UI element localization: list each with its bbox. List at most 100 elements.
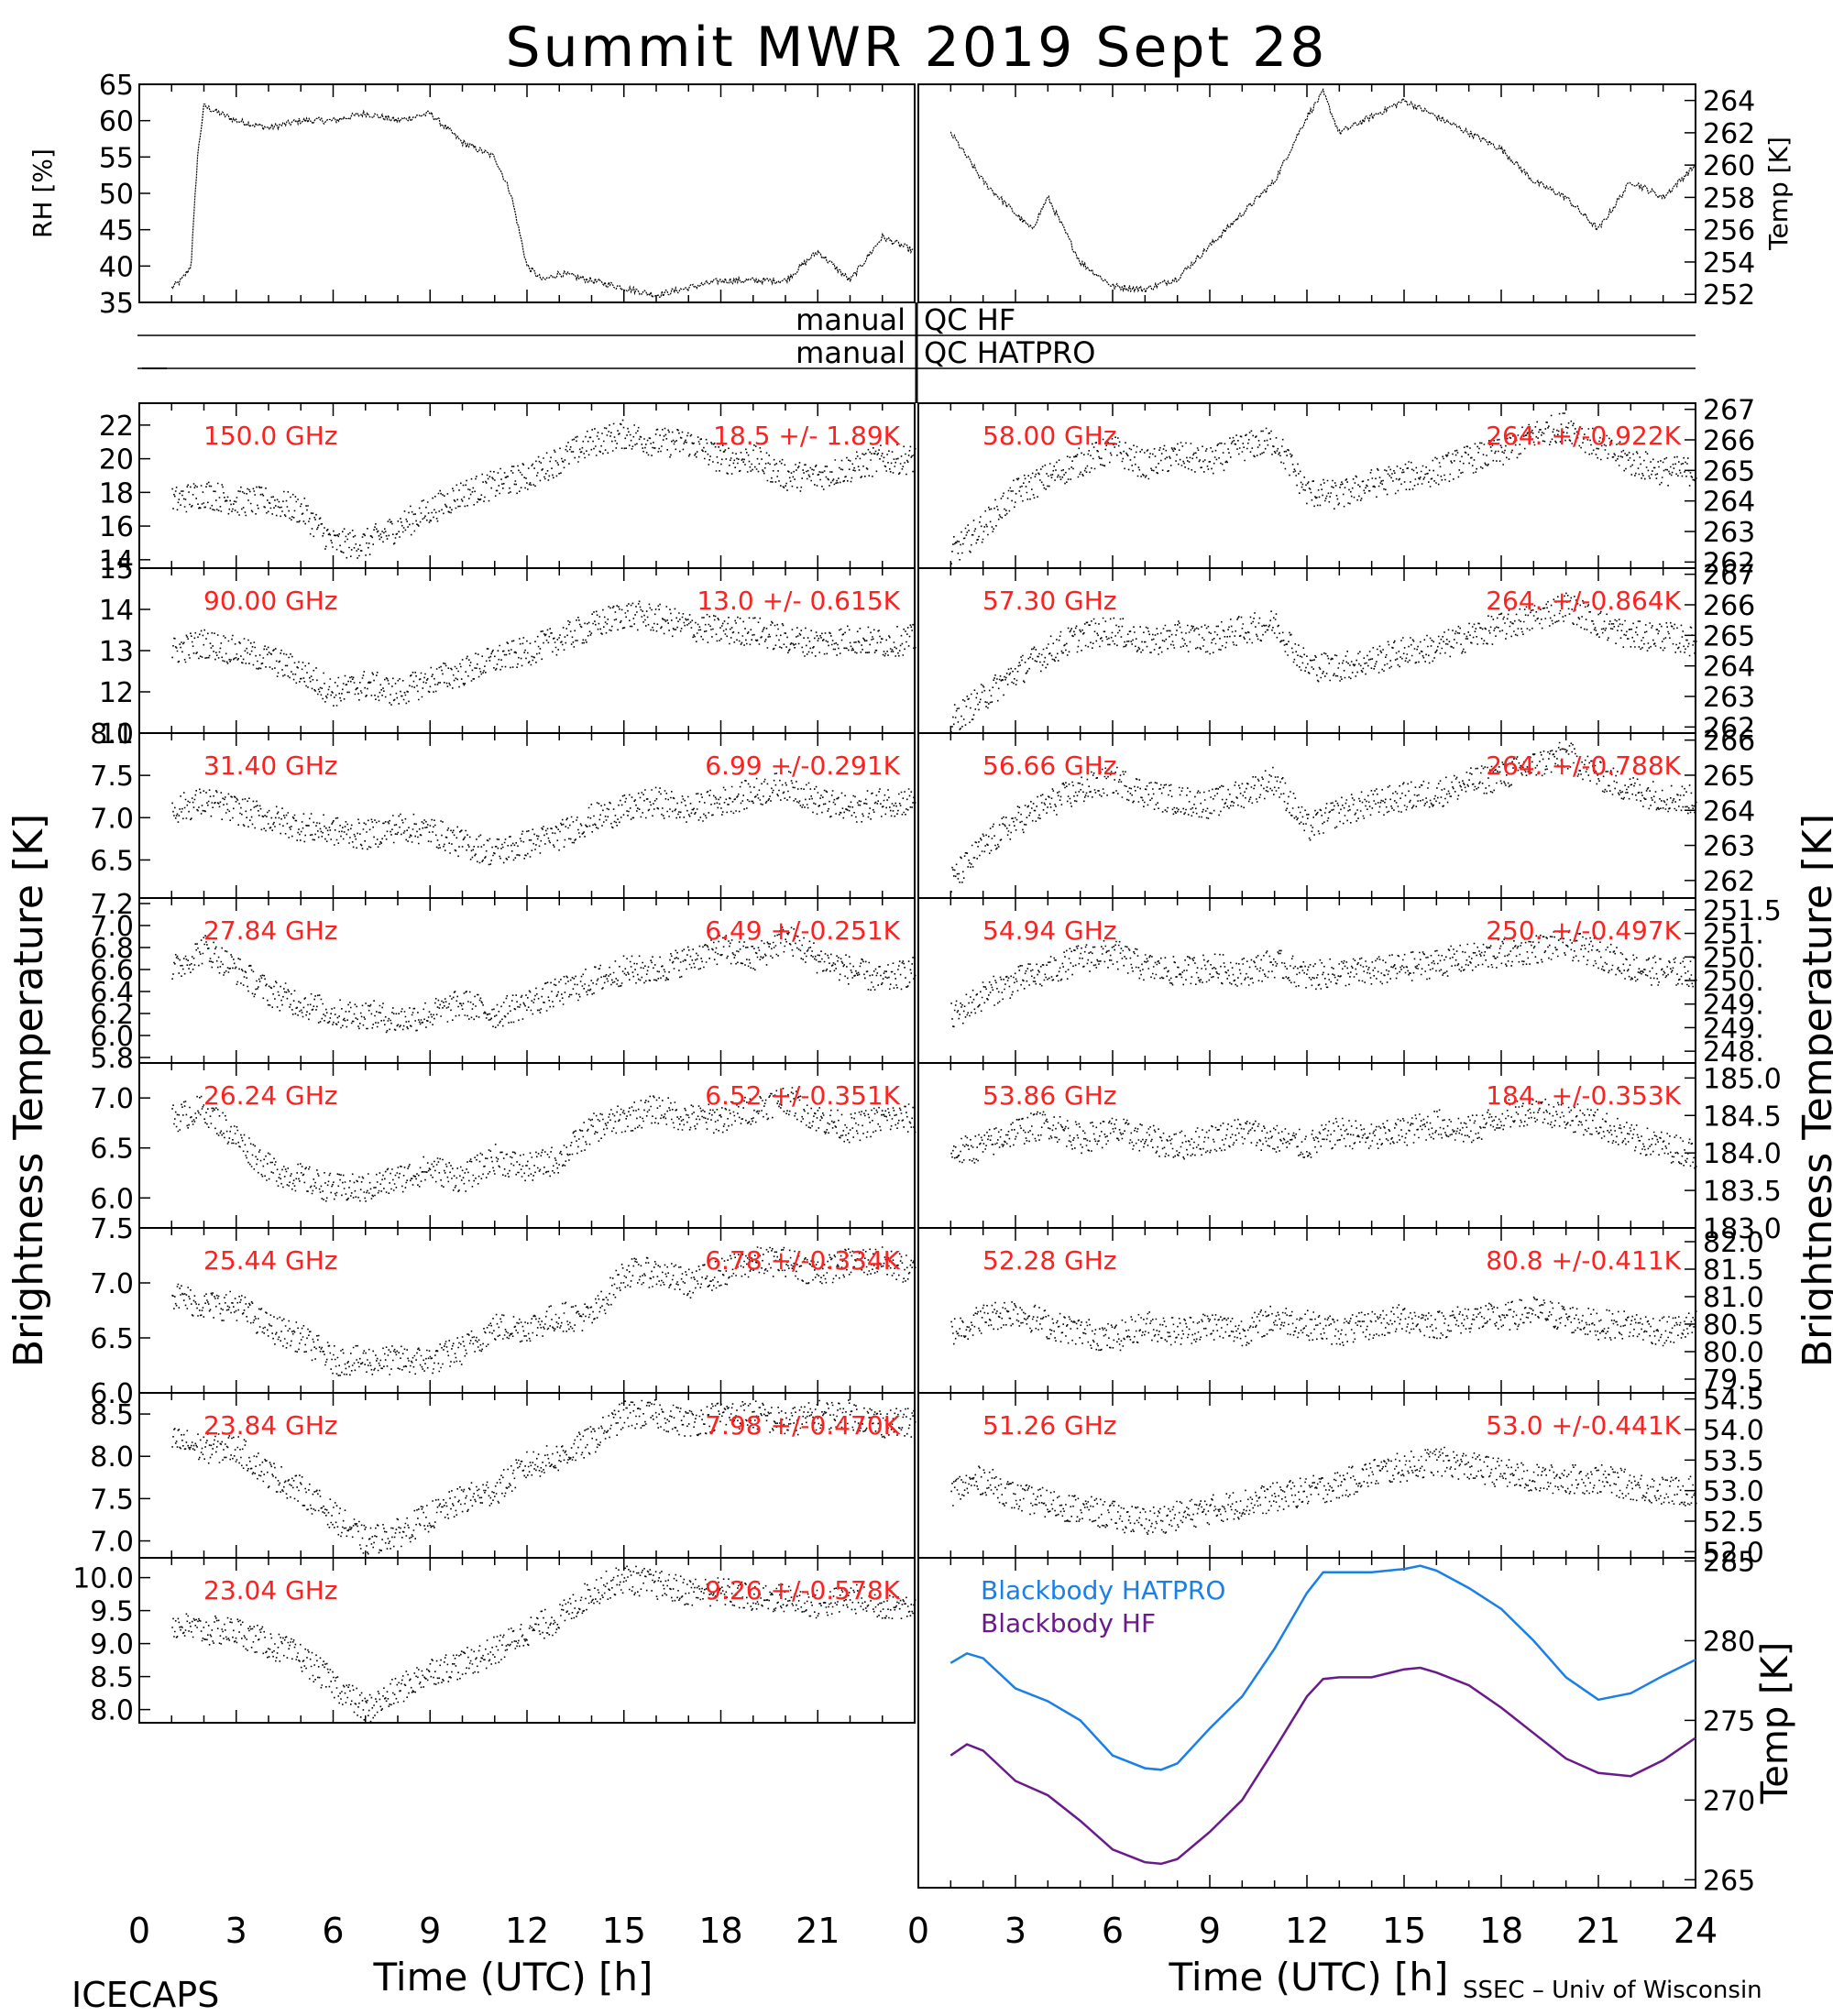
channel-stat: 184. +/-0.353K — [1486, 1080, 1681, 1111]
y-tick-label: 52.0 — [1703, 1537, 1764, 1569]
y-tick-label: 16 — [99, 511, 134, 543]
x-axis-label-left: Time (UTC) [h] — [373, 1955, 653, 2000]
y-tick-label: 14 — [99, 595, 134, 627]
y-tick-label: 256 — [1703, 215, 1755, 247]
y-tick-label: 183.0 — [1703, 1213, 1782, 1245]
channel-stat: 13.0 +/- 0.615K — [697, 586, 900, 616]
y-tick-label: 262 — [1703, 547, 1755, 579]
y-tick-label: 55 — [99, 142, 134, 174]
x-tick-label: 18 — [1479, 1911, 1523, 1951]
channel-label: 51.26 GHz — [982, 1410, 1117, 1441]
panel-ch54_94: 248.249.249.250.250.251.251.554.94 GHz 25… — [917, 895, 1782, 1068]
x-tick-label: 0 — [128, 1911, 150, 1951]
panel-frame — [917, 1557, 1696, 1889]
x-tick-label: 18 — [698, 1911, 742, 1951]
y-tick-label: 6.4 — [90, 977, 134, 1009]
series-ch90 — [171, 600, 916, 707]
channel-stat: 80.8 +/-0.411K — [1486, 1245, 1681, 1276]
y-tick-label: 9.5 — [90, 1596, 134, 1628]
channel-stat: 264. +/-0.922K — [1486, 421, 1681, 451]
y-tick-label: 185.0 — [1703, 1063, 1782, 1095]
x-tick-label: 6 — [322, 1911, 344, 1951]
y-tick-label: 5.8 — [90, 1043, 134, 1075]
panel-ch52_28: 79.580.080.581.081.582.0 52.28 GHz 80.8 +/… — [917, 1227, 1764, 1397]
x-tick-label: 6 — [1102, 1911, 1124, 1951]
y-tick-label: 6.0 — [90, 1021, 134, 1053]
panel-ch53_86: 183.0 183.5 184.0 184.5 185.0 53.86 GHz 184. +… — [917, 1062, 1782, 1245]
y-tick-label: 12 — [99, 677, 134, 709]
series-ch51_26 — [950, 1446, 1697, 1535]
y-tick-label: 20 — [99, 444, 134, 477]
x-tick-label: 0 — [907, 1911, 929, 1951]
channel-label: 54.94 GHz — [982, 915, 1117, 946]
x-axis-label-right: Time (UTC) [h] — [1169, 1955, 1449, 2000]
series-rh — [170, 104, 916, 299]
y-tick-label: 7.5 — [90, 1484, 134, 1516]
channel-stat: 6.52 +/-0.351K — [705, 1080, 900, 1111]
qc-hf-right-label: QC HF — [924, 302, 1015, 337]
y-tick-label: 9.0 — [90, 1629, 134, 1661]
y-axis-label-left: Brightness Temperature [K] — [5, 814, 52, 1367]
y-tick-label: 285 — [1703, 1546, 1755, 1578]
y-tick-label: 6.2 — [90, 999, 134, 1031]
y-tick-label: 7.5 — [90, 761, 134, 793]
y-tick-label: 251. — [1703, 919, 1764, 951]
y-tick-label: 8.5 — [90, 1662, 134, 1694]
x-tick-label: 3 — [225, 1911, 247, 1951]
y-tick-label: 266 — [1703, 726, 1755, 758]
y-tick-label: 80.5 — [1703, 1309, 1764, 1342]
y-tick-label: 264 — [1703, 487, 1755, 519]
y-tick-label: 82.0 — [1703, 1227, 1764, 1259]
channel-stat: 250. +/-0.497K — [1486, 915, 1681, 946]
panel-ch27_84: 5.86.06.26.46.66.87.07.2 27.84 GHz 6.49 +/… — [90, 889, 916, 1075]
y-tick-label: 264 — [1703, 86, 1755, 118]
y-tick-label: 6.5 — [90, 845, 134, 877]
y-tick-label: 184.0 — [1703, 1138, 1782, 1170]
y-tick-label: 267 — [1703, 395, 1755, 427]
y-tick-label: 8.5 — [90, 1399, 134, 1431]
y-tick-label: 6.5 — [90, 1323, 134, 1355]
x-tick-label: 9 — [419, 1911, 441, 1951]
channel-stat: 264. +/-0.864K — [1486, 586, 1681, 616]
y-tick-label: 260 — [1703, 150, 1755, 182]
y-tick-label: 265 — [1703, 1865, 1755, 1897]
y-tick-label: 80.0 — [1703, 1337, 1764, 1369]
y-tick-label: 8.0 — [90, 718, 134, 751]
panel-ch31_40: 6.5 7.0 7.5 8.0 31.40 GHz 6.99 +/-0.291K — [90, 718, 916, 899]
panel-ch51_26: 52.052.553.053.554.054.5 51.26 GHz 53.0 +/… — [917, 1385, 1764, 1569]
y-tick-label: 252 — [1703, 279, 1755, 312]
channel-label: 31.40 GHz — [203, 751, 338, 781]
y-tick-label: 7.0 — [90, 1527, 134, 1559]
panel-blackbody: 265 270 275 280 285 Temp [K] Blackbody HATPROB… — [917, 1546, 1796, 1897]
y-tick-label: 265 — [1703, 761, 1755, 793]
y-axis-label-right: Brightness Temperature [K] — [1795, 814, 1833, 1367]
y-tick-label: 266 — [1703, 590, 1755, 622]
y-tick-label: 7.5 — [90, 1213, 134, 1245]
qc-strip: manual QC HF manual QC HATPRO — [137, 302, 1696, 403]
y-tick-label: 53.0 — [1703, 1476, 1764, 1508]
y-tick-label: 249. — [1703, 1013, 1764, 1045]
panel-ylabel: Temp [K] — [1763, 137, 1794, 251]
y-tick-label: 267 — [1703, 560, 1755, 592]
legend-entry: Blackbody HF — [981, 1608, 1156, 1638]
y-tick-label: 262 — [1703, 712, 1755, 744]
panel-ch26_24: 6.0 6.5 7.0 26.24 GHz 6.52 +/-0.351K — [90, 1062, 916, 1229]
y-tick-label: 7.0 — [90, 1268, 134, 1300]
panel-rh: 35 40 45 50 55 60 65 RH [%] — [27, 70, 916, 320]
panel-ylabel: Temp [K] — [1754, 1642, 1796, 1805]
qc-hf-left-label: manual — [796, 302, 906, 337]
y-tick-label: 22 — [99, 411, 134, 443]
series-ch31_40 — [171, 771, 916, 866]
x-tick-label: 15 — [1382, 1911, 1426, 1951]
y-tick-label: 263 — [1703, 517, 1755, 549]
y-tick-label: 54.5 — [1703, 1385, 1764, 1417]
y-tick-label: 54.0 — [1703, 1415, 1764, 1447]
y-tick-label: 262 — [1703, 866, 1755, 898]
y-tick-label: 258 — [1703, 182, 1755, 214]
